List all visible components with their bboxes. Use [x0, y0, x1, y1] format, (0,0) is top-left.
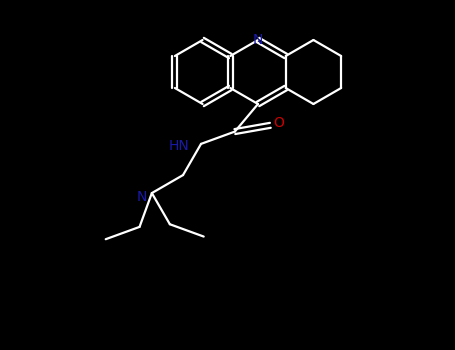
Text: O: O — [273, 116, 284, 130]
Text: N: N — [136, 190, 147, 204]
Text: N: N — [253, 33, 263, 47]
Text: HN: HN — [168, 139, 189, 153]
